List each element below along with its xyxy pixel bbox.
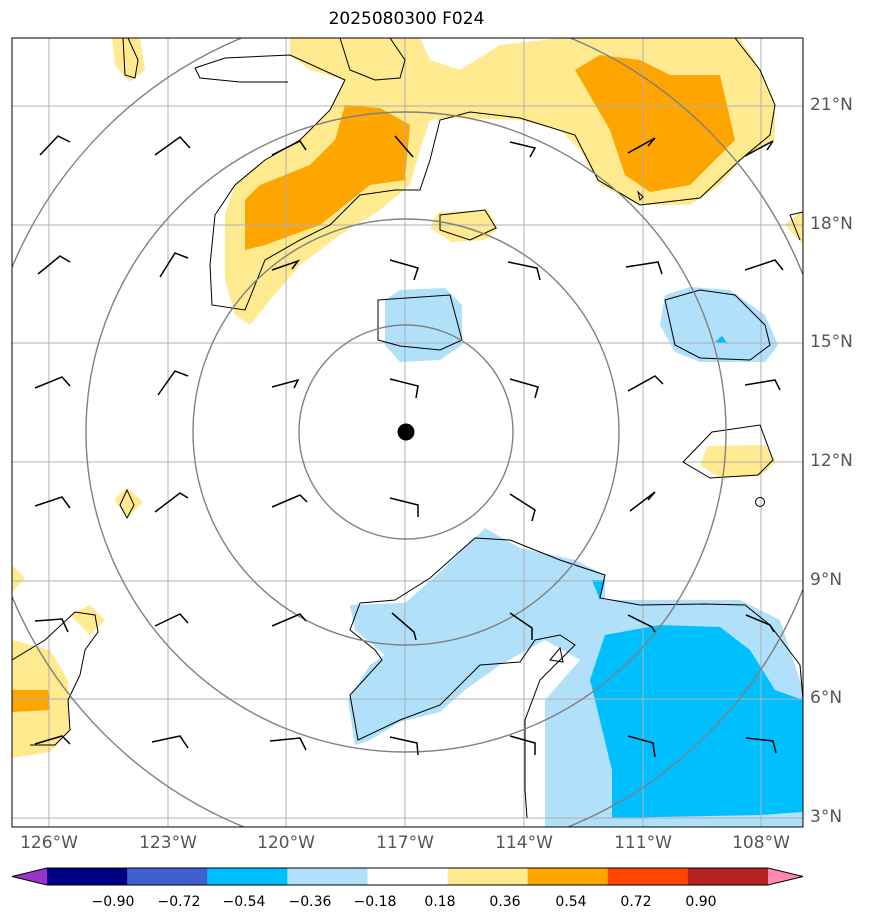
shading-small-yellow-3 [12,565,25,592]
colorbar-segment [447,868,529,885]
map-title: 2025080300 F024 [328,9,485,29]
wind-barb [34,735,71,745]
shading-east-lightblue [660,287,778,362]
colorbar-tick-label: −0.54 [222,894,266,910]
wind-barb [627,137,656,154]
shading-ne-orange [575,55,735,192]
wind-barb [154,136,191,156]
wind-barb [509,493,536,522]
wind-barb [34,496,71,509]
colorbar-segment [287,868,368,885]
lat-label: 12°N [810,451,853,471]
wind-barb [627,614,656,633]
wind-barb [271,613,307,627]
wind-barb [389,497,419,517]
colorbar-extend-low [12,868,47,885]
map-frame [11,37,804,828]
colorbar-segment [367,868,449,885]
wind-barb [34,618,69,633]
wind-barb [34,376,71,389]
wind-barb [271,494,308,508]
colorbar-segment [607,868,689,885]
shading-small-yellow-1 [114,487,143,518]
wind-barb [389,259,419,281]
map-layers [12,38,803,827]
lat-label: 9°N [810,570,843,590]
lat-label: 3°N [810,807,843,827]
wind-barb [509,141,537,158]
colorbar-segment [127,868,208,885]
shading-west-orange [12,690,50,712]
wind-barb [509,378,539,399]
wind-barb [39,135,71,156]
shading-small-yellow-2 [70,605,105,635]
lon-label: 114°W [495,833,553,853]
wind-barb [744,379,781,391]
colorbar-tick-label: −0.72 [157,894,201,910]
wind-barb [391,612,417,641]
lat-label: 18°N [810,214,853,234]
graticule [12,38,803,827]
colorbar-segment [47,868,128,885]
lat-label: 21°N [810,95,853,115]
wind-barb [509,612,533,640]
shading-negative [348,287,803,827]
wind-barb [745,614,775,633]
wind-barb [159,252,189,278]
wind-barb [629,491,656,512]
colorbar-segment [527,868,609,885]
shading-nw-yellow [112,38,145,82]
lat-label: 15°N [810,332,853,352]
wind-barb [389,378,419,399]
wind-barb [744,140,774,157]
lon-label: 108°W [732,833,790,853]
shading-mid-yellow [430,210,498,242]
colorbar-segment [687,868,769,885]
wind-barb [509,735,536,755]
colorbar-tick-label: −0.18 [353,894,397,910]
wind-barb [625,261,663,275]
colorbar-tick-label: 0.90 [685,894,717,910]
colorbar-tick-label: 0.18 [424,894,456,910]
wind-barbs [34,135,784,758]
colorbar-tick-label: 0.54 [555,894,587,910]
wind-barb [37,255,71,275]
wind-barb [271,378,300,389]
wind-barb [154,613,189,627]
wind-barb [745,737,777,754]
lon-label: 111°W [614,833,672,853]
wind-barb [151,735,189,749]
wind-barb [744,259,784,271]
storm-center-dot [397,423,415,441]
lon-label: 117°W [376,833,434,853]
lat-label: 6°N [810,688,843,708]
colorbar-outline [11,867,804,886]
colorbar-segment [207,868,288,885]
wind-barb [627,375,664,392]
colorbar-tick-label: 0.72 [620,894,652,910]
wind-barb [154,492,189,513]
colorbar-extend-high [768,868,803,885]
wind-barb [269,737,307,751]
wind-barb [271,259,301,271]
wind-barb [271,140,307,156]
shading-blue-spot-2 [715,336,728,344]
colorbar-tick-label: −0.36 [288,894,332,910]
wind-barb [394,135,414,158]
colorbar [11,867,804,886]
lon-label: 123°W [139,833,197,853]
shading-blue-spot-1 [592,580,605,600]
wind-barb [157,370,189,396]
wind-barb [507,261,541,281]
wind-barb [389,736,419,756]
wind-barb [627,735,656,758]
colorbar-tick-label: −0.90 [91,894,135,910]
lon-label: 126°W [20,833,78,853]
lon-label: 120°W [257,833,315,853]
range-rings [12,38,803,827]
colorbar-tick-label: 0.36 [489,894,521,910]
